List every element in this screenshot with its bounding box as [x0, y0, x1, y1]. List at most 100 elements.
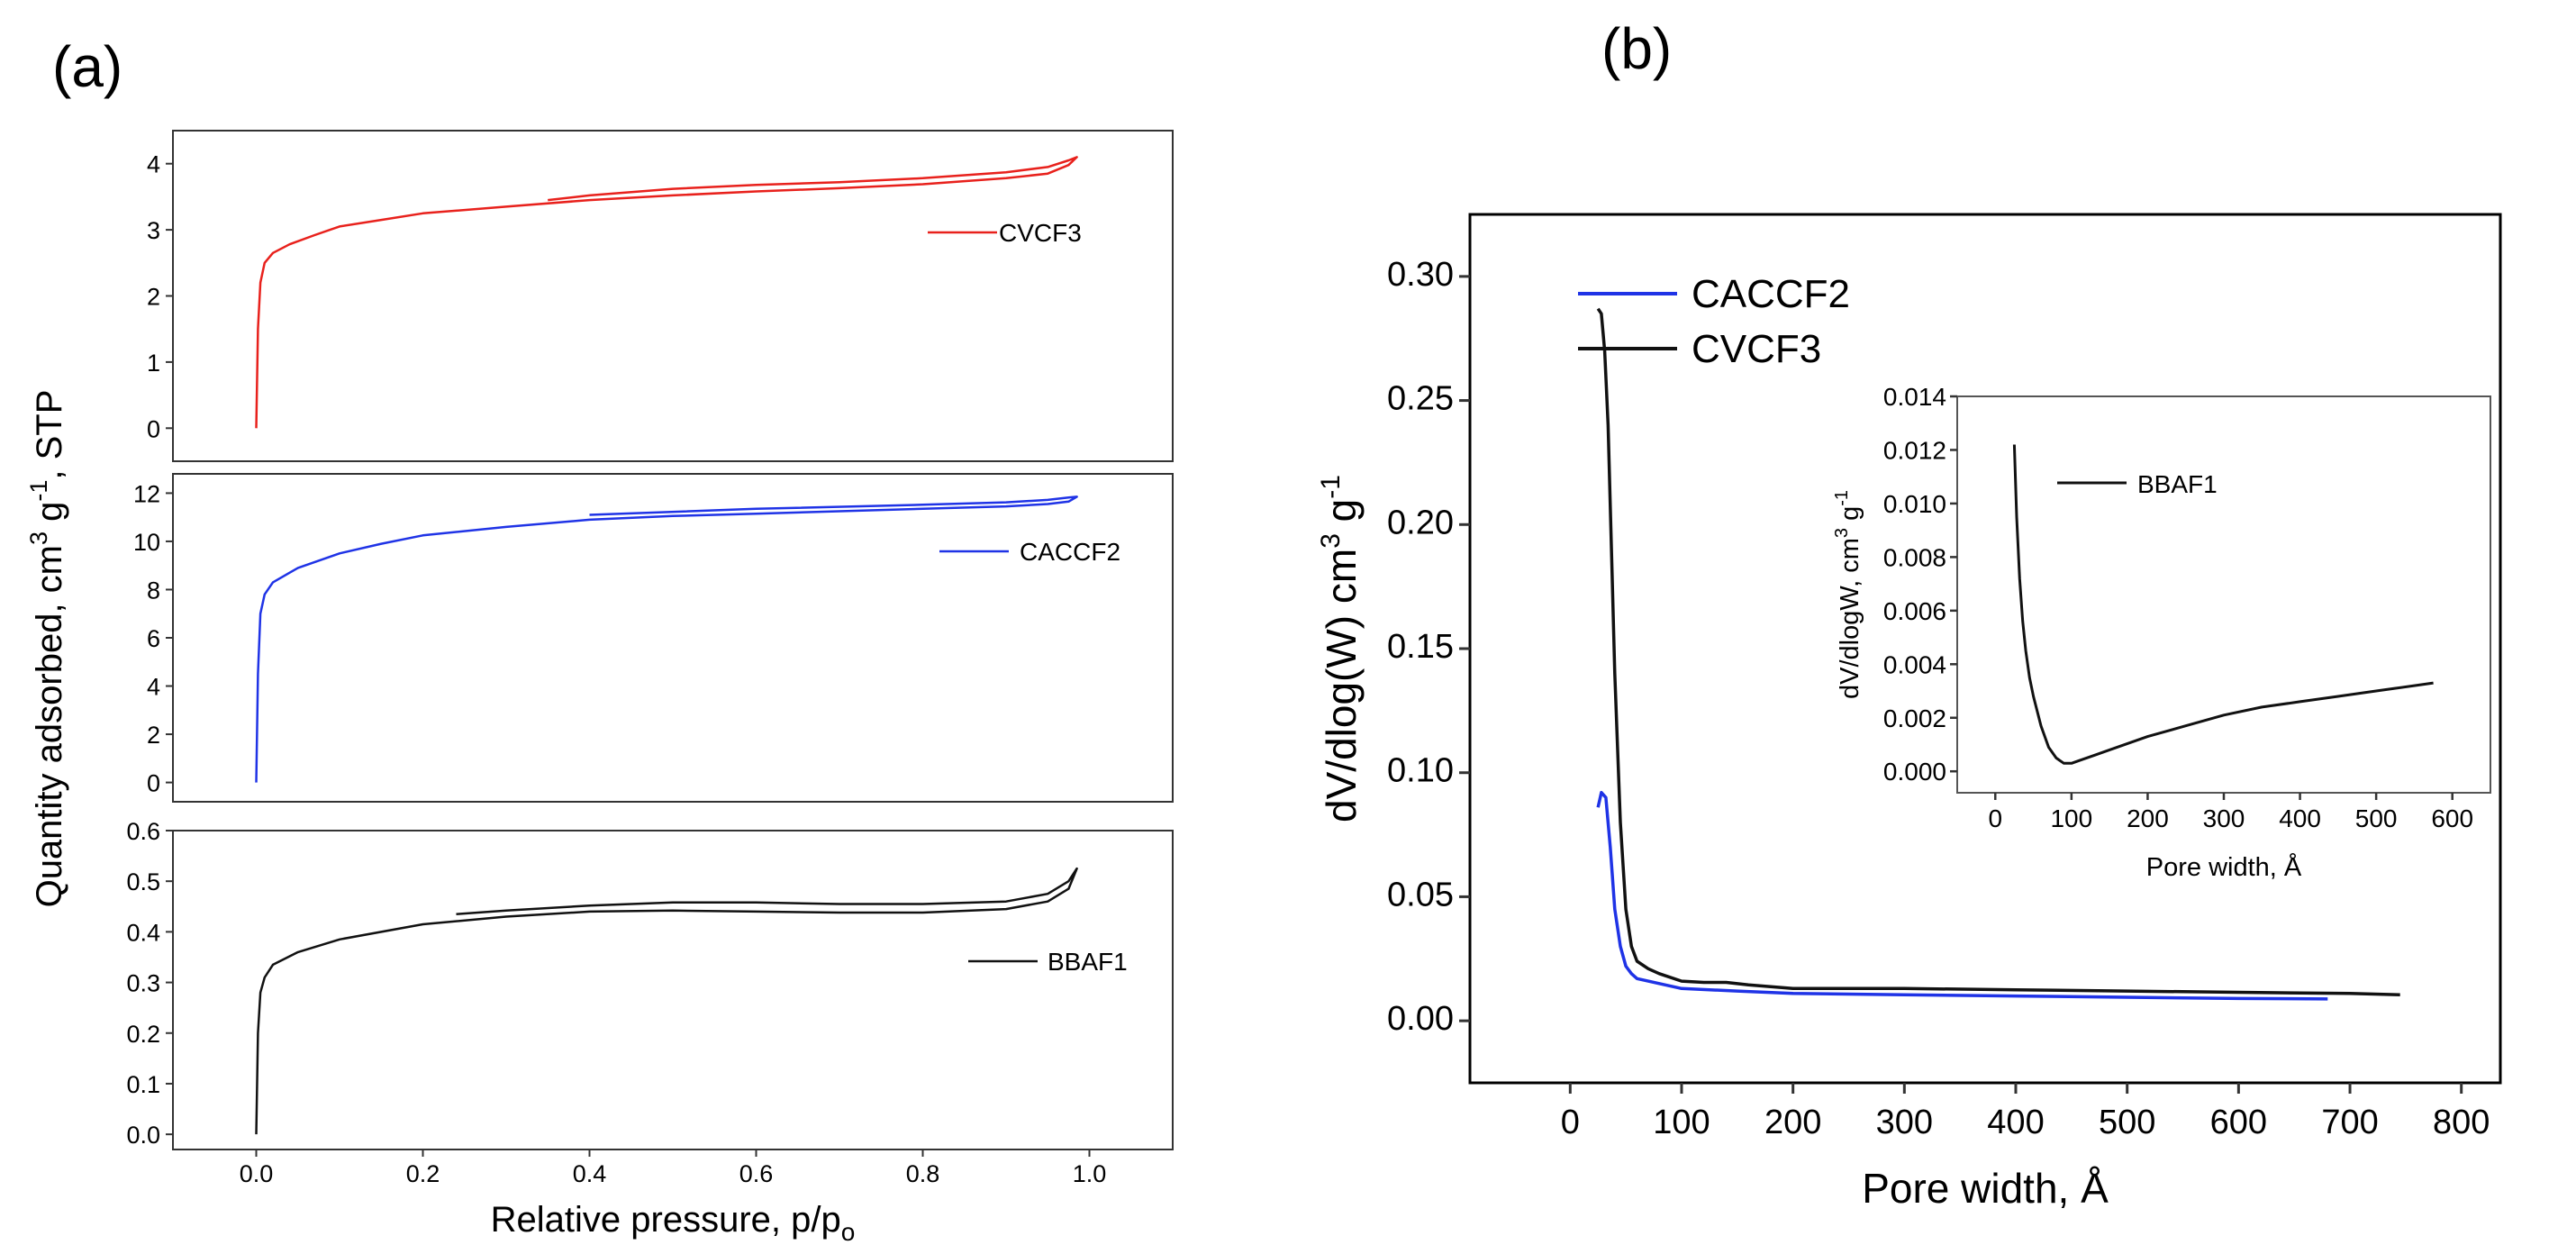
- x-tick-label: 100: [1653, 1104, 1710, 1141]
- legend-label-bbaf1: BBAF1: [1048, 948, 1128, 976]
- x-axis-title-text: Relative pressure, p/p: [491, 1200, 841, 1240]
- series-group: [255, 156, 1078, 429]
- y-axis-title-text: dV/dlog(W) cm: [1318, 549, 1365, 822]
- x-tick-label: 300: [1876, 1104, 1933, 1141]
- x-axis-title-a: Relative pressure, p/po: [491, 1200, 856, 1246]
- series-line-cvcf3: [255, 156, 1078, 429]
- chart-pore-size-distribution: 0.00 0.05 0.10 0.15 0.20 0.25 0.30 0 100 200 300 4…: [1316, 213, 2502, 1212]
- x-tick-label: 0: [1561, 1104, 1580, 1141]
- y-tick-label: 0.4: [126, 919, 160, 946]
- x-axis-title-b: Pore width, Å: [1862, 1165, 2109, 1212]
- x-tick-label: 600: [2210, 1104, 2267, 1141]
- legend: CVCF3: [928, 219, 1082, 247]
- y-tick-label: 0.010: [1883, 490, 1946, 518]
- series-group: [255, 867, 1078, 1135]
- y-tick-label: 0.014: [1883, 383, 1946, 411]
- legend-label-cvcf3: CVCF3: [1692, 327, 1821, 371]
- x-axis-ticks: 0 100 200 300 400 500 600 700 800: [1561, 1083, 2490, 1141]
- x-tick-label: 200: [2127, 804, 2169, 832]
- y-tick-label: 0.0: [126, 1122, 160, 1149]
- y-tick-label: 0.15: [1387, 628, 1454, 666]
- x-tick-label: 700: [2321, 1104, 2378, 1141]
- x-tick-label: 0.0: [240, 1160, 274, 1187]
- y-tick-label: 0.008: [1883, 543, 1946, 571]
- y-tick-label: 0.004: [1883, 650, 1946, 678]
- y-axis-ticks: 0 1 2 3 4: [147, 151, 173, 442]
- y-tick-label: 1: [147, 350, 160, 377]
- y-axis-title-sup1: 3: [1316, 533, 1346, 549]
- y-axis-title-text: dV/dlogW, cm: [1836, 538, 1864, 699]
- chart-cvcf3-isotherm: 0 1 2 3 4 CVCF3: [147, 130, 1174, 462]
- legend: BBAF1: [968, 948, 1128, 976]
- x-axis-title-inset: Pore width, Å: [2146, 852, 2302, 882]
- plot-frame: [1956, 395, 2491, 794]
- y-tick-label: 0.6: [126, 818, 160, 845]
- plot-frame: [172, 830, 1174, 1150]
- y-tick-label: 0: [147, 770, 160, 797]
- y-tick-label: 10: [133, 529, 160, 556]
- legend: CACCF2: [939, 538, 1120, 566]
- x-tick-label: 400: [1987, 1104, 2044, 1141]
- y-tick-label: 0.012: [1883, 436, 1946, 464]
- x-tick-label: 500: [2099, 1104, 2155, 1141]
- x-tick-label: 0.4: [573, 1160, 607, 1187]
- x-tick-label: 100: [2050, 804, 2092, 832]
- y-axis-title-end: , STP: [30, 390, 69, 480]
- y-axis-title-mid: g: [1836, 506, 1864, 528]
- panel-label-a: (a): [52, 34, 122, 99]
- legend: BBAF1: [2057, 470, 2218, 498]
- x-tick-label: 0.2: [406, 1160, 440, 1187]
- y-tick-label: 2: [147, 284, 160, 311]
- legend-label-caccf2: CACCF2: [1020, 538, 1120, 566]
- y-tick-label: 2: [147, 722, 160, 749]
- series-line-caccf2: [255, 495, 1078, 783]
- y-axis-ticks: 0.00 0.05 0.10 0.15 0.20 0.25 0.30: [1387, 256, 1470, 1038]
- y-axis-title-mid: g: [30, 502, 69, 532]
- series-group: [1596, 307, 2400, 1001]
- chart-inset-bbaf1: 0.000 0.002 0.004 0.006 0.008 0.010 0.012 0.014…: [1832, 383, 2491, 882]
- legend-label-bbaf1: BBAF1: [2137, 470, 2218, 498]
- y-tick-label: 12: [133, 480, 160, 507]
- y-axis-title-sup2: -1: [25, 480, 52, 502]
- y-tick-label: 0.1: [126, 1071, 160, 1098]
- series-group: [255, 495, 1078, 783]
- y-axis-title-text: Quantity adsorbed, cm: [30, 545, 69, 907]
- x-axis-title-subscript: o: [841, 1218, 856, 1246]
- y-tick-label: 3: [147, 217, 160, 244]
- plot-frame: [172, 473, 1174, 803]
- chart-bbaf1-isotherm: 0.0 0.1 0.2 0.3 0.4 0.5 0.6 0.0 0.2 0.4 0.6 0.8 1.0…: [126, 818, 1174, 1246]
- y-tick-label: 8: [147, 577, 160, 604]
- y-tick-label: 4: [147, 151, 160, 178]
- y-tick-label: 0.25: [1387, 380, 1454, 418]
- x-axis-ticks: 0 100 200 300 400 500 600: [1988, 793, 2473, 832]
- x-tick-label: 0: [1988, 804, 2002, 832]
- y-tick-label: 0.05: [1387, 876, 1454, 913]
- y-axis-title-inset: dV/dlogW, cm3 g-1: [1832, 490, 1864, 699]
- x-tick-label: 400: [2279, 804, 2321, 832]
- y-tick-label: 0.000: [1883, 758, 1946, 786]
- x-tick-label: 500: [2355, 804, 2398, 832]
- y-axis-ticks: 0.000 0.002 0.004 0.006 0.008 0.010 0.012 0.014: [1883, 383, 1957, 786]
- chart-caccf2-isotherm: 0 2 4 6 8 10 12 CACCF2: [133, 473, 1174, 803]
- y-axis-title-sup2: -1: [1832, 490, 1852, 506]
- y-axis-title-a: Quantity adsorbed, cm3 g-1, STP: [25, 390, 69, 908]
- y-axis-title-sup2: -1: [1316, 475, 1346, 499]
- series-group: [2012, 444, 2434, 765]
- x-tick-label: 1.0: [1073, 1160, 1107, 1187]
- legend-label-cvcf3: CVCF3: [999, 219, 1082, 247]
- y-tick-label: 0.10: [1387, 752, 1454, 790]
- x-tick-label: 0.8: [906, 1160, 940, 1187]
- panel-label-b: (b): [1601, 16, 1672, 81]
- y-tick-label: 0.20: [1387, 504, 1454, 541]
- y-axis-title-sup1: 3: [1832, 528, 1852, 538]
- y-tick-label: 0.3: [126, 970, 160, 997]
- y-tick-label: 6: [147, 625, 160, 652]
- y-tick-label: 0.00: [1387, 1000, 1454, 1038]
- y-axis-ticks: 0.0 0.1 0.2 0.3 0.4 0.5 0.6: [126, 818, 173, 1149]
- series-line-bbaf1: [2012, 444, 2434, 765]
- y-tick-label: 0.30: [1387, 256, 1454, 294]
- y-axis-title-sup1: 3: [25, 532, 52, 545]
- x-tick-label: 0.6: [739, 1160, 774, 1187]
- series-line-cvcf3: [1596, 307, 2400, 996]
- y-tick-label: 0.5: [126, 868, 160, 895]
